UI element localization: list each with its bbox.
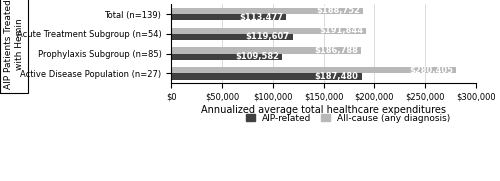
Bar xyxy=(171,34,292,40)
Text: $280,405: $280,405 xyxy=(409,66,453,75)
Bar xyxy=(171,28,366,34)
Text: $113,477: $113,477 xyxy=(240,13,284,22)
Bar xyxy=(171,54,282,60)
Text: $191,844: $191,844 xyxy=(319,26,363,35)
Text: $188,752: $188,752 xyxy=(316,6,360,15)
Bar xyxy=(171,14,286,20)
Text: $187,480: $187,480 xyxy=(314,72,358,81)
Bar xyxy=(171,73,362,80)
Bar xyxy=(171,8,363,14)
Bar xyxy=(171,67,456,73)
Legend: AIP-related, All-cause (any diagnosis): AIP-related, All-cause (any diagnosis) xyxy=(242,110,454,126)
Text: $109,582: $109,582 xyxy=(236,52,280,61)
Text: $119,607: $119,607 xyxy=(246,33,290,41)
Y-axis label: AIP Patients Treated
with Hemin: AIP Patients Treated with Hemin xyxy=(4,0,24,89)
Bar xyxy=(171,47,361,54)
Text: $186,788: $186,788 xyxy=(314,46,358,55)
X-axis label: Annualized average total healthcare expenditures: Annualized average total healthcare expe… xyxy=(201,105,446,115)
